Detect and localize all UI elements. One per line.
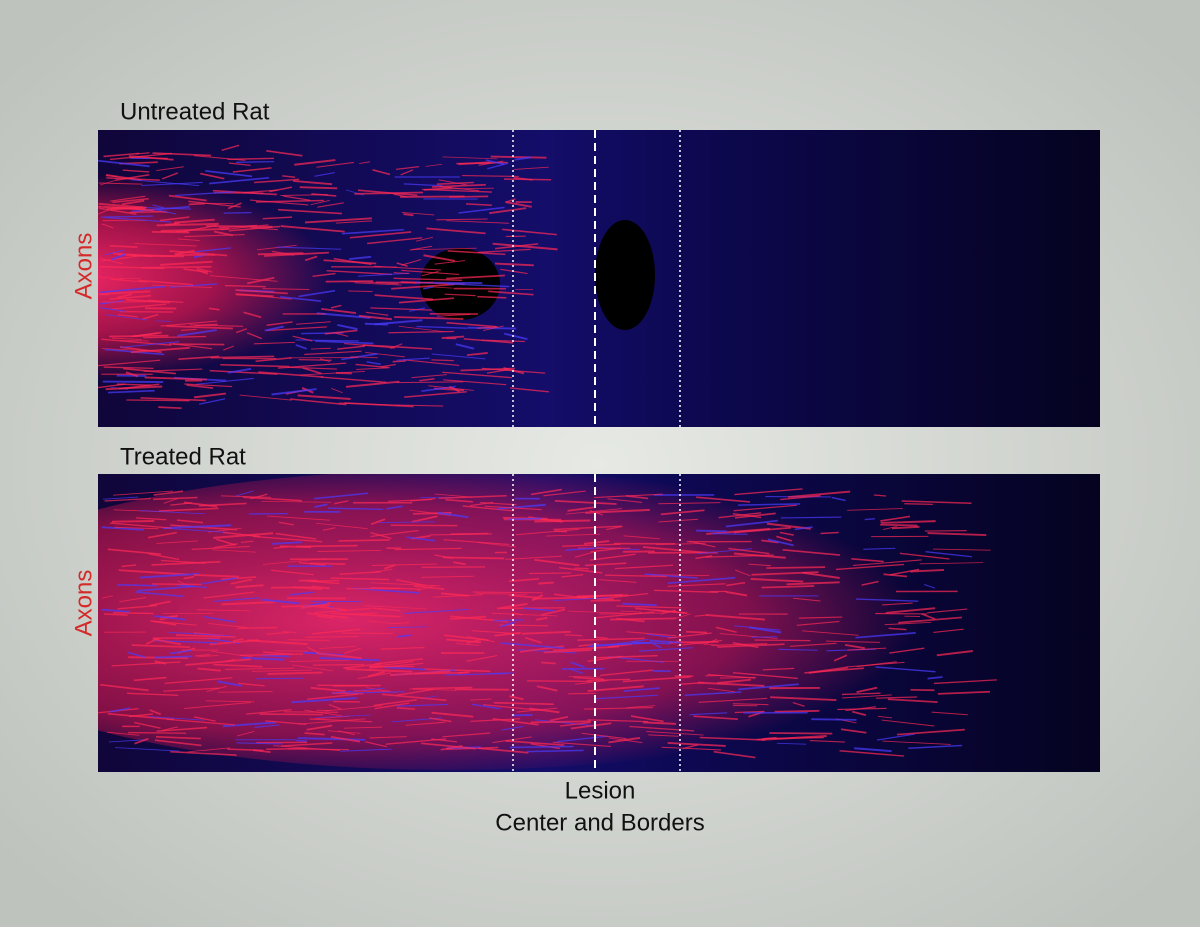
fiber [610,618,676,619]
fiber [473,592,542,593]
fiber [296,740,307,741]
fiber [781,517,841,518]
fiber [284,712,338,713]
fiber [132,256,184,257]
fiber [510,747,574,748]
fiber [260,714,323,715]
axis-label: Axons [70,233,97,300]
x-label: Lesion [565,777,636,804]
fiber [711,533,748,534]
fiber [299,360,332,361]
fiber [393,361,406,362]
fiber [312,581,339,582]
fiber [338,540,389,541]
fiber [904,504,932,505]
fiber [531,721,592,722]
fiber [865,519,875,520]
fiber [400,196,465,197]
fiber [450,533,488,534]
fiber [575,568,589,569]
fiber [117,585,158,586]
fiber [236,162,274,163]
fiber [287,640,329,641]
fiber [126,400,189,401]
fiber [256,678,303,679]
axis-label: Axons [70,570,97,637]
fiber [128,733,186,734]
fiber [113,613,154,614]
fiber [538,583,553,584]
fiber [365,324,388,325]
fiber [102,302,157,303]
fiber [491,157,547,158]
fiber [224,213,252,214]
x-label: Center and Borders [495,809,704,836]
fiber [237,627,277,628]
fiber [403,214,413,215]
fiber [769,733,832,734]
fiber [158,407,181,408]
fiber [313,665,364,666]
fiber [766,567,825,568]
fiber [431,360,453,361]
fiber [811,719,856,720]
fiber [310,563,345,564]
fiber [152,232,190,233]
fiber [880,525,917,526]
fiber [103,382,163,383]
fiber [112,521,154,522]
fiber [696,531,727,532]
fiber [527,681,592,682]
fiber [775,711,820,712]
panel-title: Untreated Rat [120,98,270,125]
fiber [300,187,337,188]
micrograph-untreated [0,130,1100,427]
fiber [262,655,289,656]
fiber [218,692,272,693]
fiber [821,533,839,534]
fiber [188,204,204,205]
cavity [595,220,655,330]
fiber [686,632,707,633]
fiber [755,640,811,641]
micrograph-treated [0,470,1100,772]
fiber [155,656,193,657]
panel-title: Treated Rat [120,443,246,470]
